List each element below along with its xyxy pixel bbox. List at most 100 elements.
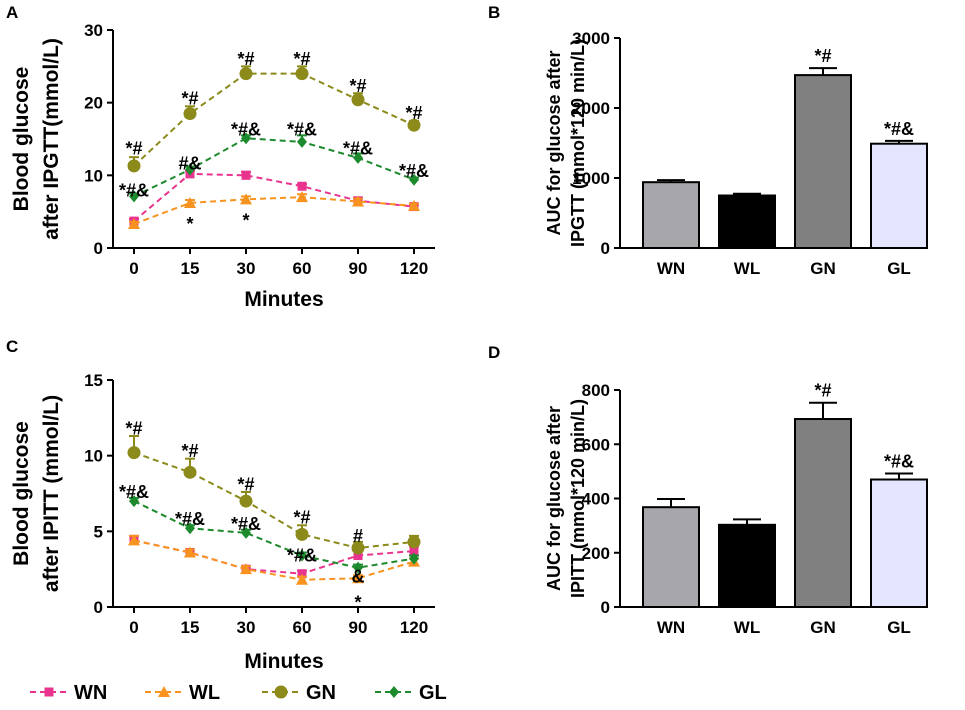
- significance-label: *#&: [119, 482, 149, 502]
- x-tick-label: 0: [129, 618, 138, 637]
- bar: [642, 181, 700, 249]
- data-point: [185, 163, 195, 176]
- y-axis-title-line: after IPITT (mmol/L): [40, 395, 63, 592]
- y-tick-label: 5: [94, 522, 103, 541]
- series-gl: [129, 132, 419, 203]
- significance-label: *: [242, 210, 249, 230]
- y-tick-label: 400: [582, 490, 610, 509]
- significance-label: *#&: [884, 452, 914, 472]
- legend-marker: [44, 687, 54, 697]
- y-tick-label: 0: [601, 598, 610, 617]
- panel-letter: A: [6, 3, 18, 22]
- data-point: [241, 526, 251, 539]
- y-axis-title: AUC for glucose after IPGTT (mmol*120 min…: [544, 39, 588, 247]
- bar: [794, 74, 852, 249]
- significance-label: *: [186, 214, 193, 234]
- data-point: [352, 572, 364, 584]
- bar: [718, 194, 776, 249]
- data-point: [127, 159, 141, 173]
- data-point: [351, 93, 365, 107]
- data-point: [184, 546, 196, 558]
- panel-letter: B: [488, 3, 500, 22]
- significance-label: *#&: [231, 120, 261, 140]
- data-point: [353, 151, 363, 164]
- legend: WN WL GN GL: [30, 682, 447, 704]
- legend-entry-wl: WL: [145, 682, 220, 704]
- data-point: [128, 218, 140, 230]
- x-tick-label: GN: [810, 618, 836, 637]
- x-tick-label: 15: [181, 259, 200, 278]
- significance-label: #&: [178, 154, 201, 174]
- data-point: [183, 107, 197, 121]
- x-tick-label: WL: [734, 259, 760, 278]
- y-axis-title-line: Blood glucose: [10, 421, 33, 566]
- data-point: [409, 173, 419, 186]
- x-tick-label: 90: [349, 259, 368, 278]
- data-point: [297, 181, 307, 191]
- x-tick-label: WN: [657, 259, 685, 278]
- significance-label: *#&: [343, 138, 373, 158]
- significance-label: *: [354, 592, 361, 612]
- x-tick-label: GL: [887, 618, 911, 637]
- data-point: [240, 193, 252, 205]
- y-tick-label: 800: [582, 381, 610, 400]
- x-tick-label: WN: [657, 618, 685, 637]
- y-tick-label: 0: [601, 239, 610, 258]
- y-tick-label: 30: [84, 21, 103, 40]
- data-point: [409, 552, 419, 565]
- series-gn: [127, 434, 421, 555]
- data-point: [128, 534, 140, 546]
- y-tick-label: 15: [84, 371, 103, 390]
- x-tick-label: 90: [349, 618, 368, 637]
- series-gn: [127, 65, 421, 173]
- data-point: [408, 199, 420, 211]
- y-tick-label: 1000: [572, 169, 610, 188]
- y-tick-label: 600: [582, 435, 610, 454]
- panel-a: A 0 10 20 30 Blood glucose after IPGTT(mmol/L)…: [6, 3, 435, 311]
- bar: [642, 506, 700, 608]
- data-point: [407, 535, 421, 549]
- data-point: [129, 190, 139, 203]
- series-line: [133, 196, 415, 225]
- panel-letter: C: [6, 337, 18, 356]
- data-point: [352, 195, 364, 207]
- data-point: [353, 561, 363, 574]
- x-axis-title: Minutes: [244, 650, 323, 673]
- y-axis-title-line: IPGTT (mmol*120 min/L): [568, 39, 588, 247]
- panel-c: C 0 5 10 15 Blood glucose after IPITT (mmol/L)…: [6, 337, 435, 673]
- legend-marker: [274, 685, 288, 699]
- y-axis-title-line: Blood glucose: [10, 67, 33, 212]
- y-tick-label: 0: [94, 598, 103, 617]
- y-tick-label: 2000: [572, 99, 610, 118]
- x-tick-label: GN: [810, 259, 836, 278]
- bar: [718, 523, 776, 609]
- x-tick-label: 30: [237, 259, 256, 278]
- legend-entry-gn: GN: [262, 682, 336, 704]
- x-tick-label: 120: [400, 259, 428, 278]
- y-tick-label: 10: [84, 447, 103, 466]
- x-tick-label: 60: [293, 259, 312, 278]
- bar: [870, 142, 928, 249]
- data-point: [297, 549, 307, 562]
- significance-label: *#: [814, 381, 831, 401]
- x-tick-label: 30: [237, 618, 256, 637]
- significance-label: *#&: [231, 514, 261, 534]
- data-point: [240, 563, 252, 575]
- legend-entry-gl: GL: [375, 682, 447, 704]
- y-axis-title-line: IPITT (mmol*120 min/L): [568, 399, 588, 598]
- significance-label: *#: [237, 474, 254, 494]
- legend-label: WL: [189, 682, 220, 704]
- x-tick-label: GL: [887, 259, 911, 278]
- significance-label: &: [352, 567, 365, 587]
- significance-label: *#&: [399, 161, 429, 181]
- x-axis-title: Minutes: [244, 288, 323, 311]
- significance-label: *#: [405, 103, 422, 123]
- data-point: [239, 67, 253, 81]
- data-point: [127, 446, 141, 460]
- y-axis-title-line: AUC for glucose after: [544, 406, 564, 591]
- significance-label: *#: [181, 441, 198, 461]
- significance-label: *#&: [287, 120, 317, 140]
- significance-label: *#: [293, 49, 310, 69]
